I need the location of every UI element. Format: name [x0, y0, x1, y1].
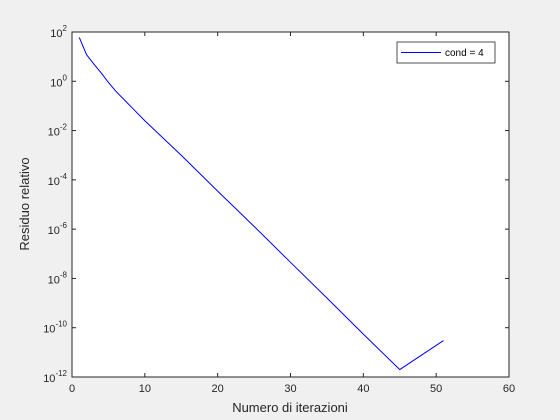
legend: cond = 4: [396, 41, 496, 64]
legend-box: [396, 41, 496, 64]
x-tick-label: 40: [357, 383, 369, 395]
x-tick-label: 50: [430, 383, 442, 395]
x-tick-label: 60: [503, 383, 515, 395]
legend-label-cond-4: cond = 4: [445, 48, 484, 59]
y-tick-label: 10-6: [48, 221, 68, 237]
y-tick-label: 10-4: [48, 172, 68, 188]
y-axis-title: Residuo relativo: [17, 157, 32, 250]
y-tick-label: 10-8: [48, 270, 68, 286]
y-tick-label: 10-2: [48, 123, 68, 139]
x-axis-title: Numero di iterazioni: [232, 400, 348, 415]
y-tick-label: 10-10: [43, 320, 67, 336]
y-tick-label: 100: [50, 73, 67, 89]
y-tick-label: 10-12: [43, 369, 67, 385]
x-tick-label: 20: [212, 383, 224, 395]
axes-box: [71, 31, 510, 378]
plot-area: [72, 32, 509, 377]
y-tick-label: 102: [50, 24, 67, 40]
series-line-0: [78, 37, 444, 371]
x-tick-label: 30: [284, 383, 296, 395]
x-tick-label: 0: [69, 383, 75, 395]
x-tick-label: 10: [139, 383, 151, 395]
